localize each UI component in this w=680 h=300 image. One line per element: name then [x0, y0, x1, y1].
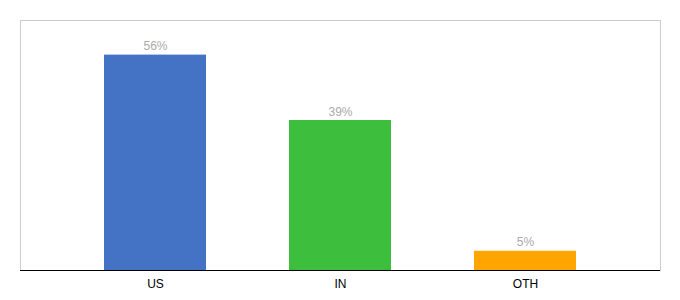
svg-text:39%: 39%: [328, 105, 352, 119]
svg-text:IN: IN: [335, 277, 347, 291]
svg-text:OTH: OTH: [513, 277, 538, 291]
svg-text:5%: 5%: [517, 235, 535, 249]
svg-text:56%: 56%: [143, 39, 167, 53]
svg-text:US: US: [147, 277, 164, 291]
